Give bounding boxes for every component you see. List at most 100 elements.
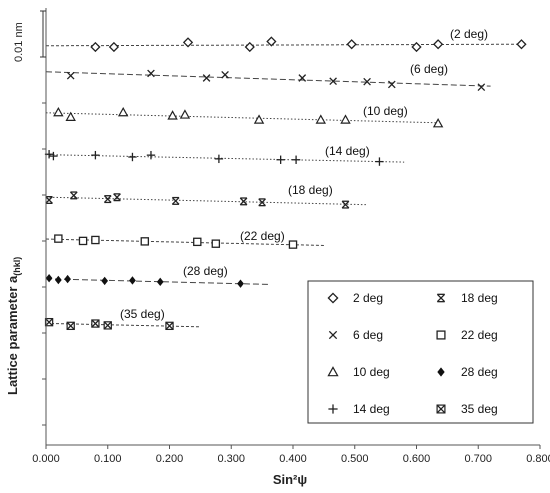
point-14-deg-1 (49, 151, 58, 161)
point-35-deg-4 (165, 321, 174, 331)
point-22-deg-0 (54, 234, 63, 243)
x-tick-label-2: 0.200 (156, 453, 184, 465)
point-18-deg-0 (45, 195, 53, 205)
point-14-deg-5 (214, 154, 224, 164)
legend-marker-35-deg (436, 404, 446, 414)
x-tick-label-7: 0.700 (464, 453, 492, 465)
point-2-deg-3 (244, 41, 255, 53)
x-tick-label-0: 0.000 (32, 453, 60, 465)
y-axis-title-sub: (hkl) (12, 257, 22, 276)
point-6-deg-4 (298, 74, 307, 82)
point-35-deg-3 (103, 321, 112, 330)
legend-label-10-deg: 10 deg (353, 365, 390, 379)
point-18-deg-1 (69, 191, 78, 200)
legend-label-6-deg: 6 deg (353, 328, 383, 342)
point-2-deg-1 (108, 41, 120, 53)
point-10-deg-4 (179, 109, 191, 119)
legend-label-35-deg: 35 deg (461, 402, 498, 416)
trend-line-6-deg (45, 71, 491, 87)
point-2-deg-6 (411, 41, 422, 53)
point-18-deg-5 (239, 197, 248, 206)
series-label-22-deg: (22 deg) (240, 229, 285, 243)
point-2-deg-7 (432, 39, 444, 50)
legend-marker-10-deg (327, 366, 339, 377)
point-22-deg-5 (211, 239, 221, 248)
y-ticks-group (42, 10, 46, 426)
series-label-6-deg: (6 deg) (410, 62, 448, 76)
point-18-deg-7 (341, 200, 350, 209)
legend-marker-6-deg (328, 330, 338, 340)
point-6-deg-2 (202, 74, 211, 82)
x-tick-label-8: 0.800 (526, 453, 550, 465)
point-10-deg-6 (315, 114, 327, 124)
point-6-deg-1 (147, 69, 155, 78)
point-14-deg-7 (291, 155, 301, 164)
point-28-deg-6 (237, 279, 244, 288)
point-2-deg-5 (346, 39, 357, 50)
point-10-deg-3 (167, 110, 178, 120)
point-6-deg-6 (363, 77, 371, 86)
legend-label-22-deg: 22 deg (461, 328, 498, 342)
point-28-deg-3 (101, 276, 109, 286)
point-2-deg-8 (516, 39, 527, 50)
point-10-deg-5 (253, 114, 265, 124)
trend-line-10-deg (45, 112, 442, 124)
point-35-deg-0 (44, 317, 54, 327)
point-28-deg-5 (156, 277, 164, 287)
point-6-deg-3 (221, 70, 229, 79)
point-28-deg-1 (54, 275, 62, 285)
point-2-deg-2 (182, 37, 194, 48)
point-10-deg-8 (432, 118, 444, 128)
x-axis-title: Sin²ψ (273, 472, 307, 487)
point-14-deg-8 (375, 157, 384, 166)
x-ticks-group: 0.000 0.100 0.200 0.300 0.400 0.500 0.600 0.700… (32, 445, 550, 465)
point-10-deg-0 (53, 106, 64, 117)
point-18-deg-3 (113, 193, 121, 202)
point-28-deg-4 (129, 276, 136, 285)
point-6-deg-7 (387, 80, 396, 89)
series-label-35-deg: (35 deg) (120, 307, 165, 321)
point-22-deg-1 (78, 236, 88, 246)
point-14-deg-6 (276, 155, 285, 164)
point-22-deg-3 (140, 237, 150, 246)
point-28-deg-0 (45, 273, 53, 283)
series-markers-group (44, 36, 527, 331)
point-10-deg-2 (117, 106, 129, 117)
legend-label-28-deg: 28 deg (461, 365, 498, 379)
point-14-deg-2 (91, 150, 100, 160)
point-2-deg-0 (90, 41, 101, 53)
point-35-deg-2 (91, 319, 100, 328)
series-label-14-deg: (14 deg) (325, 144, 370, 158)
y-scale-label: 0.01 nm (13, 22, 25, 62)
point-6-deg-5 (329, 77, 337, 86)
y-axis-title-main: Lattice parameter a (5, 275, 20, 395)
series-label-18-deg: (18 deg) (288, 183, 333, 197)
point-18-deg-2 (103, 195, 112, 204)
legend-marker-22-deg (436, 330, 446, 340)
series-label-28-deg: (28 deg) (183, 264, 228, 278)
legend-label-18-deg: 18 deg (461, 291, 498, 305)
point-22-deg-6 (288, 240, 298, 249)
legend-label-14-deg: 14 deg (353, 402, 390, 416)
point-18-deg-6 (258, 198, 266, 207)
legend: 2 deg 6 deg 10 deg 14 deg 18 deg 22 deg 28 deg… (307, 280, 534, 424)
x-tick-label-3: 0.300 (217, 453, 245, 465)
point-10-deg-7 (340, 114, 351, 124)
legend-marker-2-deg (327, 292, 339, 304)
point-10-deg-1 (65, 111, 76, 121)
point-28-deg-2 (64, 274, 71, 284)
point-22-deg-4 (193, 237, 202, 247)
point-6-deg-0 (66, 71, 75, 80)
series-label-10-deg: (10 deg) (363, 104, 408, 118)
legend-marker-28-deg (437, 367, 445, 377)
legend-marker-18-deg (436, 293, 446, 303)
point-6-deg-8 (477, 83, 486, 92)
point-35-deg-1 (66, 321, 75, 331)
x-tick-label-5: 0.500 (341, 453, 369, 465)
trend-line-14-deg (45, 154, 405, 163)
legend-label-2-deg: 2 deg (353, 291, 383, 305)
point-14-deg-3 (128, 152, 137, 162)
legend-marker-14-deg (328, 404, 338, 414)
point-14-deg-4 (146, 150, 156, 160)
